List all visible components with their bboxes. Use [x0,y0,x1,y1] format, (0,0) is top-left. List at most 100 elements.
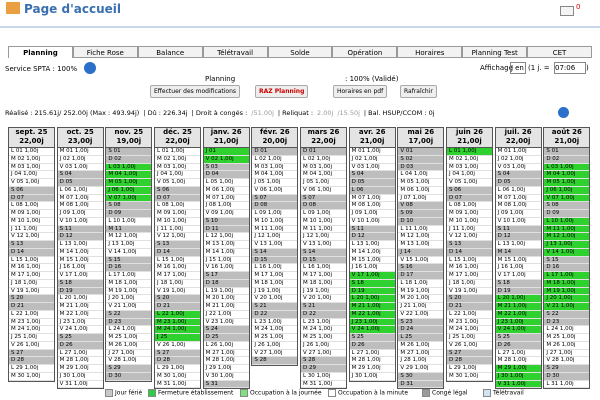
day-cell[interactable]: M 21 1,00j [495,303,541,311]
day-cell[interactable]: L 13 1,00j [349,241,395,249]
day-cell[interactable]: M 28 1,00j [57,357,103,365]
day-cell[interactable]: M 03 1,00j [155,164,200,172]
day-cell[interactable]: M 06 1,00j [398,187,444,195]
day-cell[interactable]: J 01 [203,148,249,156]
day-cell[interactable]: M 04 1,00j [544,171,590,179]
day-cell[interactable]: M 03 1,00j [447,164,492,172]
day-cell[interactable]: D 19 [495,287,541,296]
day-cell[interactable]: J 25 1,00j [9,334,54,342]
day-cell[interactable]: V 01 [398,148,444,156]
day-cell[interactable]: S 06 [447,186,492,195]
day-cell[interactable]: J 13 1,00j [544,241,590,249]
day-cell[interactable]: M 14 1,00j [57,249,103,257]
day-cell[interactable]: S 29 [106,365,152,373]
day-cell[interactable]: M 17 1,00j [155,272,200,280]
day-cell[interactable]: M 19 1,00j [544,287,590,296]
day-cell[interactable]: M 17 1,00j [301,272,346,280]
day-cell[interactable]: M 22 1,00j [349,310,395,319]
day-cell[interactable]: S 08 [106,202,152,210]
day-cell[interactable]: L 08 1,00j [9,202,54,210]
day-cell[interactable]: S 18 [495,279,541,288]
day-cell[interactable]: M 11 1,00j [301,226,346,234]
day-cell[interactable]: M 06 1,00j [203,187,249,195]
day-cell[interactable]: J 16 1,00j [57,264,103,272]
time-input[interactable]: 07:06 [554,62,586,74]
day-cell[interactable]: V 10 1,00j [349,218,395,226]
day-cell[interactable]: D 30 [544,372,590,381]
day-cell[interactable]: S 21 [252,303,298,311]
day-cell[interactable]: D 11 [203,225,249,234]
day-cell[interactable]: M 28 1,00j [349,357,395,365]
day-cell[interactable]: J 21 1,00j [398,303,444,311]
day-cell[interactable]: S 01 [544,148,590,156]
day-cell[interactable]: L 20 1,00j [349,295,395,303]
day-cell[interactable]: L 31 1,00j [544,381,590,389]
day-cell[interactable]: D 28 [155,357,200,365]
day-cell[interactable]: M 17 1,00j [252,272,298,280]
day-cell[interactable]: S 10 [203,217,249,226]
day-cell[interactable]: J 09 1,00j [57,210,103,218]
day-cell[interactable]: D 12 [57,233,103,241]
day-cell[interactable]: J 04 1,00j [155,171,200,179]
day-cell[interactable]: M 07 1,00j [203,195,249,203]
day-cell[interactable]: L 13 1,00j [495,241,541,249]
tab[interactable]: Planning Test [462,46,528,58]
day-cell[interactable]: M 21 1,00j [57,303,103,311]
day-cell[interactable]: V 21 1,00j [544,303,590,311]
day-cell[interactable]: M 04 1,00j [106,171,152,179]
day-cell[interactable]: J 30 1,00j [57,373,103,381]
tab[interactable]: Fiche Rose [72,46,138,58]
day-cell[interactable]: D 08 [252,202,298,210]
day-cell[interactable]: S 14 [301,248,346,257]
day-cell[interactable]: D 04 [203,171,249,179]
day-cell[interactable]: M 04 1,00j [301,171,346,179]
day-cell[interactable]: D 05 [495,179,541,187]
day-cell[interactable]: D 26 [57,341,103,350]
day-cell[interactable]: V 12 1,00j [9,233,54,241]
day-cell[interactable]: S 14 [252,248,298,257]
day-cell[interactable]: D 07 [155,194,200,203]
day-cell[interactable]: S 11 [57,225,103,234]
day-cell[interactable]: L 15 1,00j [9,257,54,265]
day-cell[interactable]: L 23 1,00j [252,319,298,327]
day-cell[interactable]: D 07 [9,194,54,203]
day-cell[interactable]: S 20 [447,295,492,303]
day-cell[interactable]: M 17 1,00j [447,272,492,280]
day-cell[interactable]: M 08 1,00j [349,202,395,210]
day-cell[interactable]: J 02 1,00j [57,156,103,164]
day-cell[interactable]: L 29 1,00j [9,365,54,373]
day-cell[interactable]: D 26 [349,341,395,350]
day-cell[interactable]: M 22 1,00j [495,310,541,319]
day-cell[interactable]: D 29 [301,365,346,373]
day-cell[interactable]: L 11 1,00j [398,226,444,234]
day-cell[interactable]: J 18 1,00j [155,280,200,288]
day-cell[interactable]: J 20 1,00j [106,295,152,303]
day-cell[interactable]: S 06 [155,186,200,195]
day-cell[interactable]: M 24 1,00j [447,326,492,334]
day-cell[interactable]: V 20 1,00j [252,295,298,303]
day-cell[interactable]: D 31 [398,380,444,389]
day-cell[interactable]: V 12 1,00j [447,233,492,241]
day-cell[interactable]: V 05 1,00j [447,179,492,187]
day-cell[interactable]: M 30 1,00j [447,373,492,381]
day-cell[interactable]: D 16 [544,264,590,272]
day-cell[interactable]: L 03 1,00j [544,163,590,172]
day-cell[interactable]: J 22 1,00j [203,311,249,319]
day-cell[interactable]: M 12 1,00j [106,233,152,241]
day-cell[interactable]: J 30 1,00j [495,372,541,381]
day-cell[interactable]: D 23 [544,318,590,327]
day-cell[interactable]: S 24 [203,326,249,334]
tab[interactable]: Télétravail [202,46,268,58]
day-cell[interactable]: D 12 [495,233,541,241]
day-cell[interactable]: M 21 1,00j [349,303,395,311]
day-cell[interactable]: D 26 [495,341,541,350]
day-cell[interactable]: V 19 1,00j [447,288,492,296]
day-cell[interactable]: V 26 1,00j [9,342,54,350]
day-cell[interactable]: V 05 1,00j [155,179,200,187]
day-cell[interactable]: V 20 1,00j [301,295,346,303]
day-cell[interactable]: L 08 1,00j [447,202,492,210]
day-cell[interactable]: S 27 [155,349,200,358]
day-cell[interactable]: S 08 [544,202,590,210]
day-cell[interactable]: M 15 1,00j [57,257,103,265]
day-cell[interactable]: J 18 1,00j [447,280,492,288]
